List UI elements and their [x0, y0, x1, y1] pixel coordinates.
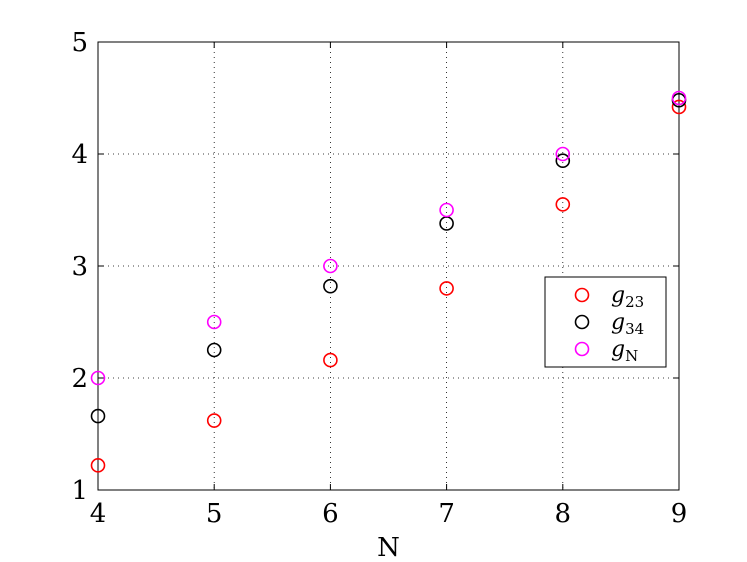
- data-point: [439, 281, 454, 296]
- legend-marker: [574, 314, 590, 330]
- data-point: [555, 146, 571, 162]
- y-tick-label: 1: [71, 476, 88, 506]
- legend-marker: [574, 287, 590, 303]
- data-point: [206, 342, 222, 358]
- y-tick-label: 3: [71, 252, 88, 282]
- data-point: [555, 153, 571, 169]
- data-point: [323, 352, 338, 368]
- data-point: [439, 202, 454, 218]
- data-points: [90, 90, 687, 473]
- data-point: [671, 99, 687, 115]
- x-tick-label: 5: [206, 499, 223, 529]
- data-point: [206, 314, 222, 330]
- x-axis-label: N: [377, 533, 400, 562]
- x-tick-label: 8: [555, 499, 572, 529]
- x-tick-label: 4: [90, 499, 107, 529]
- x-tick-label: 9: [671, 499, 688, 529]
- axis-ticks: [97, 41, 680, 491]
- data-point: [90, 408, 106, 424]
- x-tick-label: 7: [438, 499, 455, 529]
- y-tick-labels: 1 2 3 4 5: [71, 28, 88, 506]
- data-point: [555, 197, 571, 212]
- legend-box: [544, 276, 667, 368]
- y-tick-label: 2: [71, 364, 88, 394]
- data-point: [90, 370, 106, 386]
- x-tick-label: 6: [322, 499, 339, 529]
- x-tick-labels: 4 5 6 7 8 9: [90, 499, 688, 529]
- data-point: [323, 278, 338, 294]
- y-tick-label: 4: [71, 140, 88, 170]
- grid-lines: [98, 42, 679, 490]
- data-point: [90, 458, 106, 473]
- data-point: [671, 90, 687, 106]
- y-tick-label: 5: [71, 28, 88, 58]
- data-point: [206, 413, 222, 428]
- data-point: [323, 258, 338, 274]
- legend-marker: [574, 341, 590, 357]
